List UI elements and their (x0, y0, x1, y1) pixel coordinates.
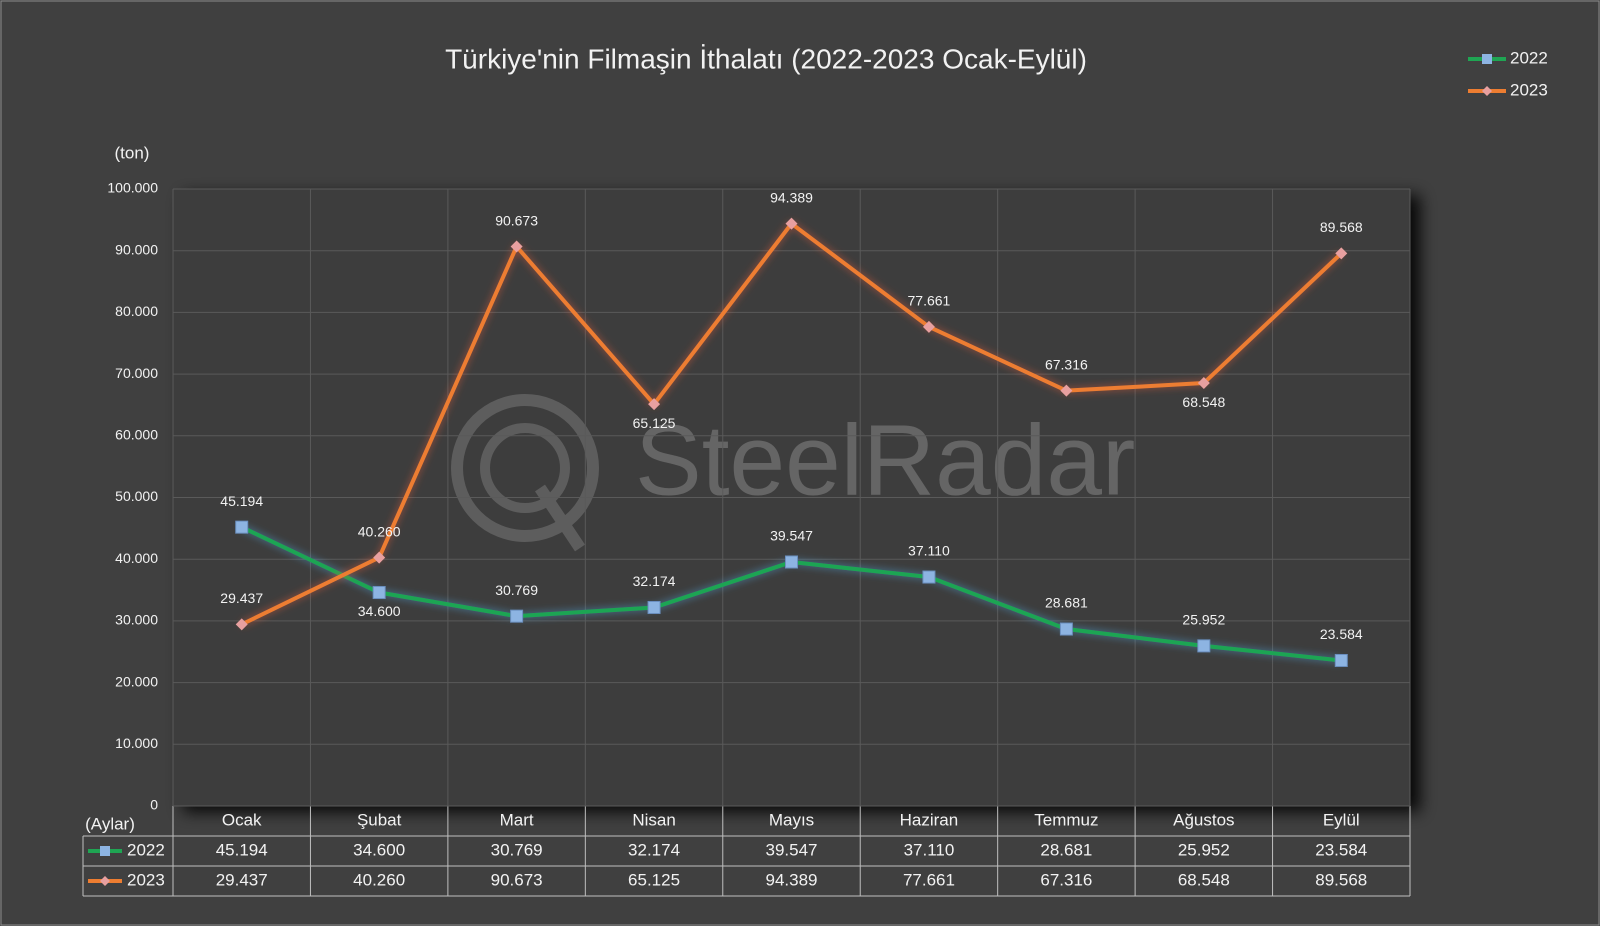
marker (1059, 622, 1073, 636)
legend-label: 2023 (1510, 80, 1548, 99)
y-tick-label: 60.000 (115, 427, 158, 443)
marker (235, 520, 249, 534)
watermark: SteelRadar (635, 404, 1135, 516)
marker (235, 618, 248, 631)
data-label: 23.584 (1320, 626, 1363, 642)
data-label: 40.260 (358, 523, 401, 539)
data-label: 29.437 (220, 590, 263, 606)
marker (1335, 247, 1348, 260)
data-label: 45.194 (220, 493, 263, 509)
table-series-name: 2023 (127, 870, 165, 889)
y-tick-label: 30.000 (115, 612, 158, 628)
data-label: 90.673 (495, 212, 538, 228)
table-cell: 94.389 (766, 870, 818, 889)
marker (1197, 639, 1211, 653)
y-tick-label: 40.000 (115, 550, 158, 566)
x-axis-label: (Aylar) (85, 814, 135, 833)
y-tick-label: 50.000 (115, 488, 158, 504)
table-cell: 65.125 (628, 870, 680, 889)
legend-label: 2022 (1510, 48, 1548, 67)
marker (647, 600, 661, 614)
marker (510, 240, 523, 253)
table-cell: 89.568 (1315, 870, 1367, 889)
y-tick-label: 70.000 (115, 365, 158, 381)
table-cell: 90.673 (491, 870, 543, 889)
table-cell: 34.600 (353, 840, 405, 859)
data-label: 89.568 (1320, 219, 1363, 235)
legend-marker (1482, 54, 1492, 64)
data-label: 67.316 (1045, 356, 1088, 372)
data-label: 65.125 (633, 415, 676, 431)
table-cell: 39.547 (766, 840, 818, 859)
y-axis-label: (ton) (115, 143, 150, 162)
data-label: 68.548 (1182, 394, 1225, 410)
data-label: 32.174 (633, 573, 676, 589)
table-cell: 30.769 (491, 840, 543, 859)
x-tick-label: Temmuz (1034, 810, 1098, 829)
table-cell: 37.110 (904, 840, 955, 859)
table-cell: 29.437 (216, 870, 268, 889)
marker (648, 398, 661, 411)
x-tick-label: Eylül (1323, 810, 1360, 829)
table-cell: 32.174 (628, 840, 680, 859)
data-label: 30.769 (495, 582, 538, 598)
y-tick-label: 10.000 (115, 735, 158, 751)
marker (372, 586, 386, 600)
marker (373, 551, 386, 564)
table-cell: 67.316 (1040, 870, 1092, 889)
data-label: 37.110 (908, 543, 950, 559)
data-label: 39.547 (770, 528, 813, 544)
y-tick-label: 80.000 (115, 303, 158, 319)
x-tick-label: Ocak (222, 810, 262, 829)
table-legend-marker (100, 876, 110, 886)
y-tick-label: 90.000 (115, 241, 158, 257)
marker (1334, 653, 1348, 667)
table-cell: 68.548 (1178, 870, 1230, 889)
table-legend-marker (100, 846, 110, 856)
table-cell: 77.661 (903, 870, 955, 889)
y-tick-label: 0 (150, 797, 158, 813)
y-tick-label: 100.000 (107, 180, 158, 196)
x-tick-label: Şubat (357, 810, 402, 829)
marker (510, 609, 524, 623)
table-cell: 25.952 (1178, 840, 1230, 859)
marker (1060, 384, 1073, 397)
legend-marker (1482, 86, 1492, 96)
marker (785, 555, 798, 569)
y-tick-label: 20.000 (115, 673, 158, 689)
x-tick-label: Haziran (900, 810, 959, 829)
x-tick-label: Nisan (632, 810, 675, 829)
data-label: 28.681 (1045, 595, 1088, 611)
table-cell: 40.260 (353, 870, 405, 889)
data-label: 94.389 (770, 189, 813, 205)
table-cell: 45.194 (216, 840, 268, 859)
x-tick-label: Mart (500, 810, 534, 829)
x-tick-label: Ağustos (1173, 810, 1234, 829)
table-cell: 28.681 (1040, 840, 1092, 859)
marker (785, 217, 798, 230)
data-label: 77.661 (908, 293, 951, 309)
marker (922, 570, 936, 584)
chart-title: Türkiye'nin Filmaşin İthalatı (2022-2023… (445, 43, 1087, 74)
marker (922, 320, 935, 333)
table-series-name: 2022 (127, 840, 165, 859)
data-label: 25.952 (1182, 612, 1225, 628)
table-cell: 23.584 (1315, 840, 1367, 859)
x-tick-label: Mayıs (769, 810, 814, 829)
marker (1197, 377, 1210, 390)
data-label: 34.600 (358, 603, 401, 619)
